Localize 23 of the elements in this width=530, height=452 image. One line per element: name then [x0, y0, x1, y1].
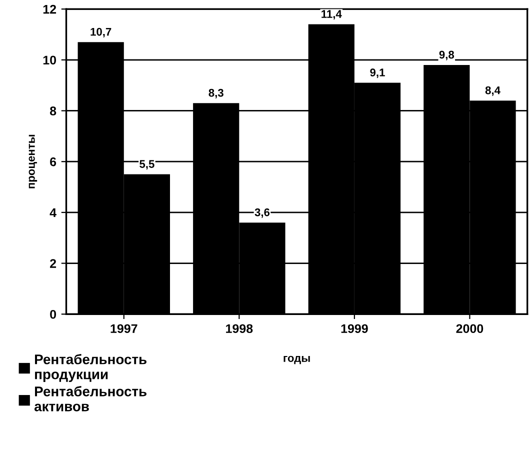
y-tick-label: 12: [43, 4, 56, 14]
data-label: 11,4: [322, 10, 342, 20]
y-tick-label: 10: [43, 56, 56, 65]
data-label: 9,8: [439, 50, 454, 60]
y-tick-label: 2: [50, 259, 56, 268]
data-label: 10,7: [90, 28, 112, 38]
y-tick-label: 0: [50, 310, 56, 319]
y-tick-label: 6: [50, 157, 56, 166]
x-tick-label: 2000: [456, 324, 484, 334]
x-tick-label: 1997: [110, 324, 138, 334]
data-label: 8,3: [208, 88, 224, 98]
data-label: 9,1: [370, 68, 385, 78]
data-label: 3,6: [254, 208, 270, 218]
legend-label: Рентабельность активов: [34, 386, 146, 412]
data-label: 5,5: [140, 160, 154, 170]
y-tick-label: 4: [50, 208, 56, 217]
legend-label: Рентабельность продукции: [35, 354, 146, 382]
data-label: 8,4: [485, 86, 500, 96]
x-axis-title: годы: [284, 356, 310, 364]
x-tick-label: 1999: [341, 324, 368, 334]
y-tick-label: 8: [50, 106, 56, 116]
y-axis-title: проценты: [28, 134, 38, 188]
x-tick-label: 1998: [226, 324, 253, 334]
